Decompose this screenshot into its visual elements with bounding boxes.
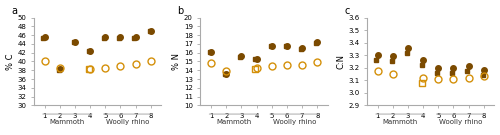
Text: Woolly rhino: Woolly rhino bbox=[440, 119, 482, 125]
Text: c: c bbox=[344, 6, 350, 16]
Text: b: b bbox=[178, 6, 184, 16]
Y-axis label: C:N: C:N bbox=[336, 54, 345, 69]
Text: Woolly rhino: Woolly rhino bbox=[273, 119, 316, 125]
Y-axis label: % C: % C bbox=[6, 53, 15, 70]
Text: Mammoth: Mammoth bbox=[382, 119, 418, 125]
Text: a: a bbox=[11, 6, 17, 16]
Text: Mammoth: Mammoth bbox=[50, 119, 85, 125]
Y-axis label: % N: % N bbox=[172, 53, 181, 70]
Text: Woolly rhino: Woolly rhino bbox=[106, 119, 150, 125]
Text: Mammoth: Mammoth bbox=[216, 119, 252, 125]
